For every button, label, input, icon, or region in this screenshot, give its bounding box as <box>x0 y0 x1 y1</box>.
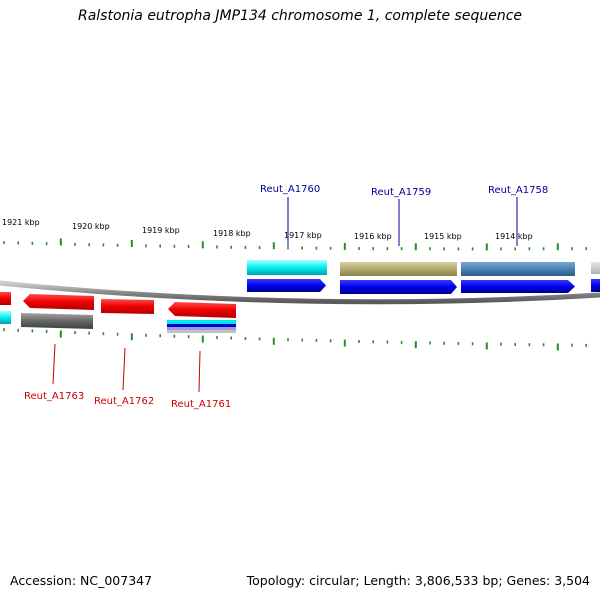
gene-arrow-forward[interactable] <box>461 280 575 293</box>
gene-arrow-reverse[interactable] <box>23 294 94 310</box>
kbp-label: 1920 kbp <box>72 222 110 231</box>
gene-arrow-reverse[interactable] <box>0 292 11 305</box>
gene-arrow-forward[interactable] <box>591 279 600 292</box>
gene-arrow-forward[interactable] <box>247 279 326 292</box>
gene-label-bottom[interactable]: Reut_A1762 <box>94 396 154 407</box>
gene-label-top[interactable]: Reut_A1758 <box>488 185 548 196</box>
kbp-label: 1915 kbp <box>424 232 462 241</box>
outer-scale-ticks <box>3 238 588 251</box>
kbp-label: 1921 kbp <box>2 218 40 227</box>
topology-text: Topology: circular; Length: 3,806,533 bp… <box>246 573 590 588</box>
kbp-label: 1914 kbp <box>495 232 533 241</box>
kbp-label: 1919 kbp <box>142 226 180 235</box>
gene-arrow-forward[interactable] <box>340 280 457 294</box>
cog-box[interactable] <box>0 311 11 324</box>
cog-box[interactable] <box>591 262 600 274</box>
label-leader-line <box>122 347 126 391</box>
label-leader-line <box>198 350 201 393</box>
cog-box[interactable] <box>340 262 457 276</box>
gene-label-top[interactable]: Reut_A1759 <box>371 187 431 198</box>
accession-text: Accession: NC_007347 <box>10 573 153 588</box>
cog-box-striped[interactable] <box>167 320 236 333</box>
cog-box[interactable] <box>461 262 575 276</box>
map-title: Ralstonia eutropha JMP134 chromosome 1, … <box>77 8 522 24</box>
gene-label-bottom[interactable]: Reut_A1763 <box>24 391 84 402</box>
gene-label-bottom[interactable]: Reut_A1761 <box>171 399 231 410</box>
gene-arrow-reverse[interactable] <box>168 302 236 318</box>
chromosome-backbone <box>0 280 600 305</box>
kbp-label: 1918 kbp <box>213 229 251 238</box>
cog-box[interactable] <box>247 260 327 275</box>
kbp-label: 1916 kbp <box>354 232 392 241</box>
cog-box[interactable] <box>21 313 93 329</box>
label-leader-line <box>52 343 56 385</box>
inner-scale-ticks <box>3 328 588 351</box>
kbp-label: 1917 kbp <box>284 231 322 240</box>
gene-arrow-reverse[interactable] <box>101 299 154 314</box>
gene-label-top[interactable]: Reut_A1760 <box>260 184 320 195</box>
